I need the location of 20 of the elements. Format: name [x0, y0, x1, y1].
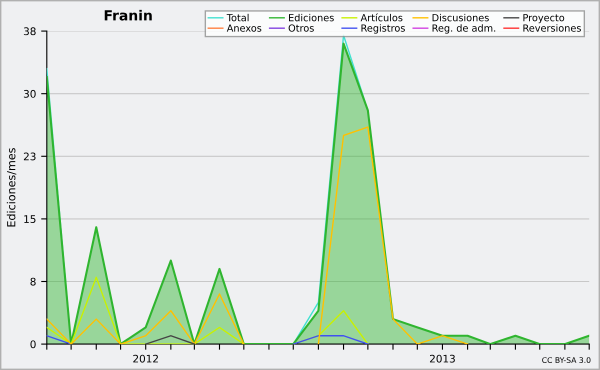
legend-label: Proyecto	[523, 14, 564, 24]
x-tick-label: 2013	[430, 354, 455, 363]
y-tick-label: 0	[30, 340, 36, 348]
legend-label: Total	[226, 14, 249, 22]
legend-label: Otros	[288, 24, 314, 32]
legend-label: Registros	[361, 24, 405, 34]
y-tick-label: 23	[24, 152, 36, 160]
legend-label: Reversiones	[523, 24, 581, 32]
legend-label: Anexos	[226, 24, 262, 32]
y-tick-label: 8	[30, 278, 36, 286]
y-axis-title: Ediciones/mes	[6, 148, 16, 227]
y-tick-label: 38	[24, 27, 36, 36]
y-tick-label: 15	[24, 215, 36, 223]
legend-label: Reg. de adm.	[432, 24, 496, 34]
chart-title: Franin	[104, 10, 152, 21]
legend-label: Ediciones	[289, 14, 334, 22]
legend-label: Artículos	[360, 13, 402, 22]
x-tick-label: 2012	[133, 354, 158, 363]
legend-label: Discusiones	[432, 14, 489, 22]
y-tick-label: 30	[24, 90, 36, 98]
